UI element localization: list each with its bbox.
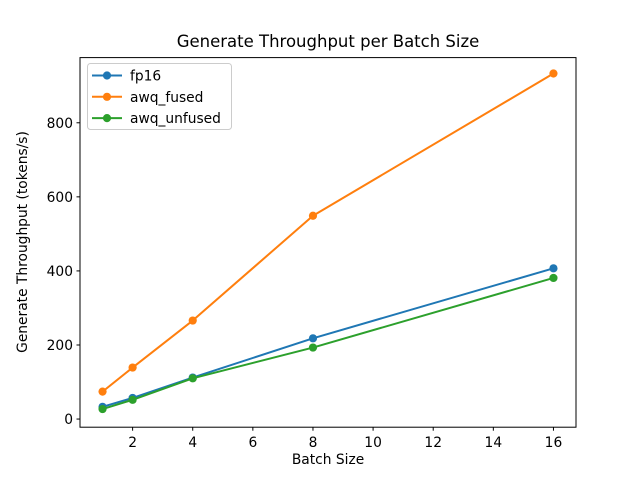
y-tick-label: 200 <box>47 338 73 354</box>
legend-entry-fp16: fp16 <box>92 69 161 85</box>
x-tick-label: 4 <box>188 435 197 451</box>
data-point-awq_fused-16 <box>549 69 558 78</box>
x-tick-label: 14 <box>485 435 503 451</box>
legend-label-awq_fused: awq_fused <box>130 90 203 106</box>
data-point-awq_unfused-1 <box>98 404 107 414</box>
data-point-awq_unfused-8 <box>308 343 318 352</box>
legend-label-awq_unfused: awq_unfused <box>130 111 221 127</box>
legend: fp16 awq_fused awq_unfused <box>87 63 232 130</box>
y-tick-label: 0 <box>64 412 73 428</box>
y-tick-label: 400 <box>47 264 73 280</box>
legend-marker-awq_fused <box>102 92 112 101</box>
x-tick-label: 12 <box>424 435 442 451</box>
data-point-awq_fused-1 <box>98 387 107 396</box>
data-point-awq_fused-8 <box>308 211 318 220</box>
series-fp16 <box>98 264 558 411</box>
data-point-awq_fused-4 <box>188 316 197 325</box>
x-tick-label: 16 <box>545 435 563 451</box>
legend-marker-fp16 <box>102 71 112 80</box>
chart-title: Generate Throughput per Batch Size <box>176 32 480 51</box>
legend-box <box>87 63 232 130</box>
x-tick-label: 10 <box>364 435 382 451</box>
legend-marker-awq_unfused <box>102 114 112 123</box>
x-tick-label: 8 <box>309 435 318 451</box>
data-point-fp16-16 <box>549 264 558 273</box>
series-awq_fused <box>98 69 558 396</box>
legend-entry-awq_unfused: awq_unfused <box>92 111 221 127</box>
data-point-awq_unfused-2 <box>128 395 137 404</box>
y-tick-label: 600 <box>47 190 73 206</box>
y-tick-label: 800 <box>47 116 73 132</box>
data-point-fp16-8 <box>308 334 318 343</box>
x-tick-label: 2 <box>128 435 137 451</box>
legend-label-fp16: fp16 <box>130 69 161 85</box>
legend-entry-awq_fused: awq_fused <box>92 90 203 106</box>
data-point-awq_unfused-16 <box>549 273 558 283</box>
x-axis-label: Batch Size <box>291 452 365 468</box>
y-axis: 0 200 400 600 800 <box>47 116 80 428</box>
data-point-awq_unfused-4 <box>188 374 197 383</box>
x-tick-label: 6 <box>248 435 257 451</box>
x-axis: 2 4 6 8 10 12 14 16 <box>128 427 562 451</box>
plot-area-border <box>79 57 577 428</box>
y-axis-label: Generate Throughput (tokens/s) <box>15 131 31 353</box>
data-point-awq_fused-2 <box>128 363 137 372</box>
series-line-awq_unfused <box>102 276 554 411</box>
series-awq_unfused <box>98 273 558 414</box>
